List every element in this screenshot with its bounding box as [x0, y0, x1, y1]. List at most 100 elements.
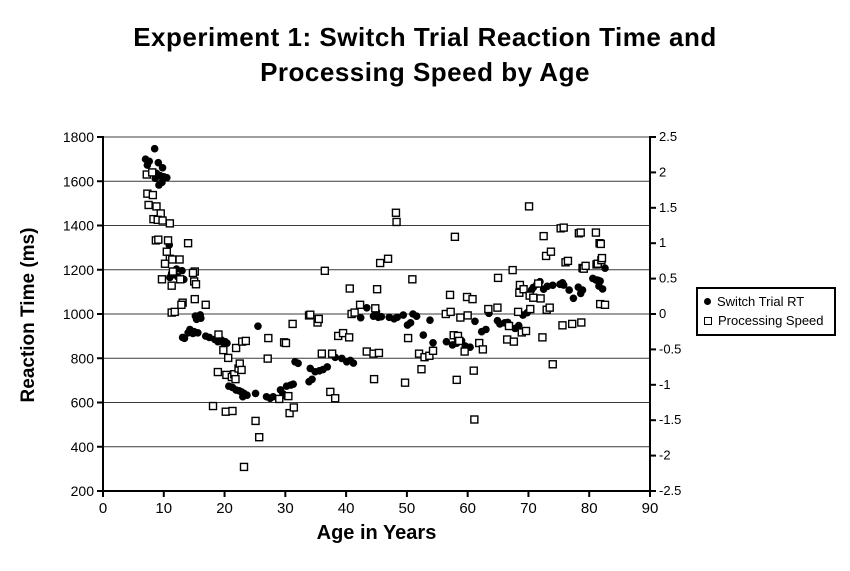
svg-text:-1.5: -1.5 — [659, 412, 681, 427]
svg-text:600: 600 — [71, 395, 95, 411]
x-axis-label: Age in Years — [316, 522, 437, 544]
data-point — [478, 345, 488, 354]
data-point — [469, 366, 478, 375]
data-point — [576, 228, 585, 237]
data-point — [539, 231, 548, 241]
data-point — [168, 267, 178, 276]
data-point — [327, 349, 337, 358]
data-point — [529, 293, 538, 302]
axis-tick-labels: 20040060080010001200140016001800-2.5-2-1… — [63, 129, 682, 517]
data-point — [369, 374, 379, 384]
svg-text:200: 200 — [71, 483, 95, 499]
data-point — [294, 359, 302, 368]
data-point — [197, 314, 205, 323]
svg-text:80: 80 — [581, 500, 598, 517]
data-point — [251, 389, 260, 398]
data-point — [541, 251, 551, 261]
data-point — [289, 403, 299, 412]
data-point — [219, 345, 228, 355]
svg-text:0: 0 — [99, 500, 107, 517]
data-point — [285, 408, 294, 418]
data-point — [375, 258, 385, 268]
data-point — [581, 261, 590, 271]
data-point — [468, 294, 477, 304]
data-point — [408, 275, 417, 284]
axis-ticks — [97, 136, 656, 497]
svg-text:800: 800 — [71, 350, 95, 366]
data-point — [428, 346, 438, 356]
data-point — [158, 216, 167, 225]
svg-text:-2.5: -2.5 — [659, 483, 681, 498]
data-point — [350, 308, 359, 317]
data-point — [493, 273, 503, 283]
data-point — [548, 360, 557, 369]
data-point — [559, 281, 568, 289]
svg-text:1400: 1400 — [63, 218, 94, 234]
data-point — [157, 275, 167, 284]
svg-text:1: 1 — [659, 235, 666, 250]
data-point — [403, 333, 413, 343]
data-point — [264, 333, 273, 343]
data-point — [578, 286, 587, 294]
svg-text:0.5: 0.5 — [659, 271, 677, 286]
svg-text:20: 20 — [216, 500, 233, 517]
data-point — [201, 300, 210, 309]
data-point — [144, 200, 153, 210]
data-point — [598, 285, 607, 293]
data-point — [406, 319, 415, 327]
data-point — [412, 312, 421, 321]
data-point — [231, 374, 240, 384]
data-point — [289, 380, 298, 388]
data-point — [175, 275, 185, 284]
data-point — [450, 232, 460, 242]
data-point — [254, 432, 264, 442]
data-point — [148, 168, 157, 177]
data-point — [228, 406, 237, 416]
data-point — [180, 334, 189, 343]
data-point — [601, 264, 609, 273]
data-point — [392, 217, 401, 227]
data-point — [519, 285, 528, 294]
data-point — [320, 266, 330, 276]
data-point — [168, 255, 177, 264]
data-point — [596, 239, 605, 249]
data-point — [314, 314, 323, 324]
data-point — [178, 266, 186, 275]
legend-item-processing-speed: Processing Speed — [704, 311, 830, 330]
data-point — [345, 284, 354, 293]
data-point — [445, 290, 455, 300]
data-point — [565, 286, 573, 294]
data-point — [330, 394, 340, 403]
data-point — [355, 300, 365, 309]
data-point — [323, 363, 332, 371]
data-point — [243, 391, 251, 399]
data-point — [514, 321, 523, 330]
data-point — [536, 294, 545, 303]
svg-text:-1: -1 — [659, 377, 671, 392]
data-point — [163, 236, 173, 245]
data-point — [190, 294, 199, 304]
data-point — [509, 337, 519, 346]
data-point — [349, 359, 358, 367]
data-point — [559, 223, 568, 232]
data-point — [284, 391, 293, 401]
data-point — [288, 319, 297, 329]
data-point — [214, 330, 223, 339]
chart-title: Experiment 1: Switch Trial Reaction Time… — [0, 20, 850, 90]
data-point — [591, 228, 601, 237]
data-point — [471, 317, 479, 326]
svg-text:70: 70 — [520, 500, 537, 517]
data-point — [281, 338, 291, 348]
data-point — [239, 462, 249, 472]
svg-text:1200: 1200 — [63, 262, 94, 278]
chart-title-line2: Processing Speed by Age — [260, 57, 590, 87]
data-point — [508, 265, 517, 275]
data-point — [183, 238, 193, 248]
data-point — [429, 338, 437, 347]
data-point — [158, 163, 167, 172]
data-point — [221, 407, 230, 416]
data-point — [362, 304, 371, 312]
data-point — [177, 300, 186, 309]
